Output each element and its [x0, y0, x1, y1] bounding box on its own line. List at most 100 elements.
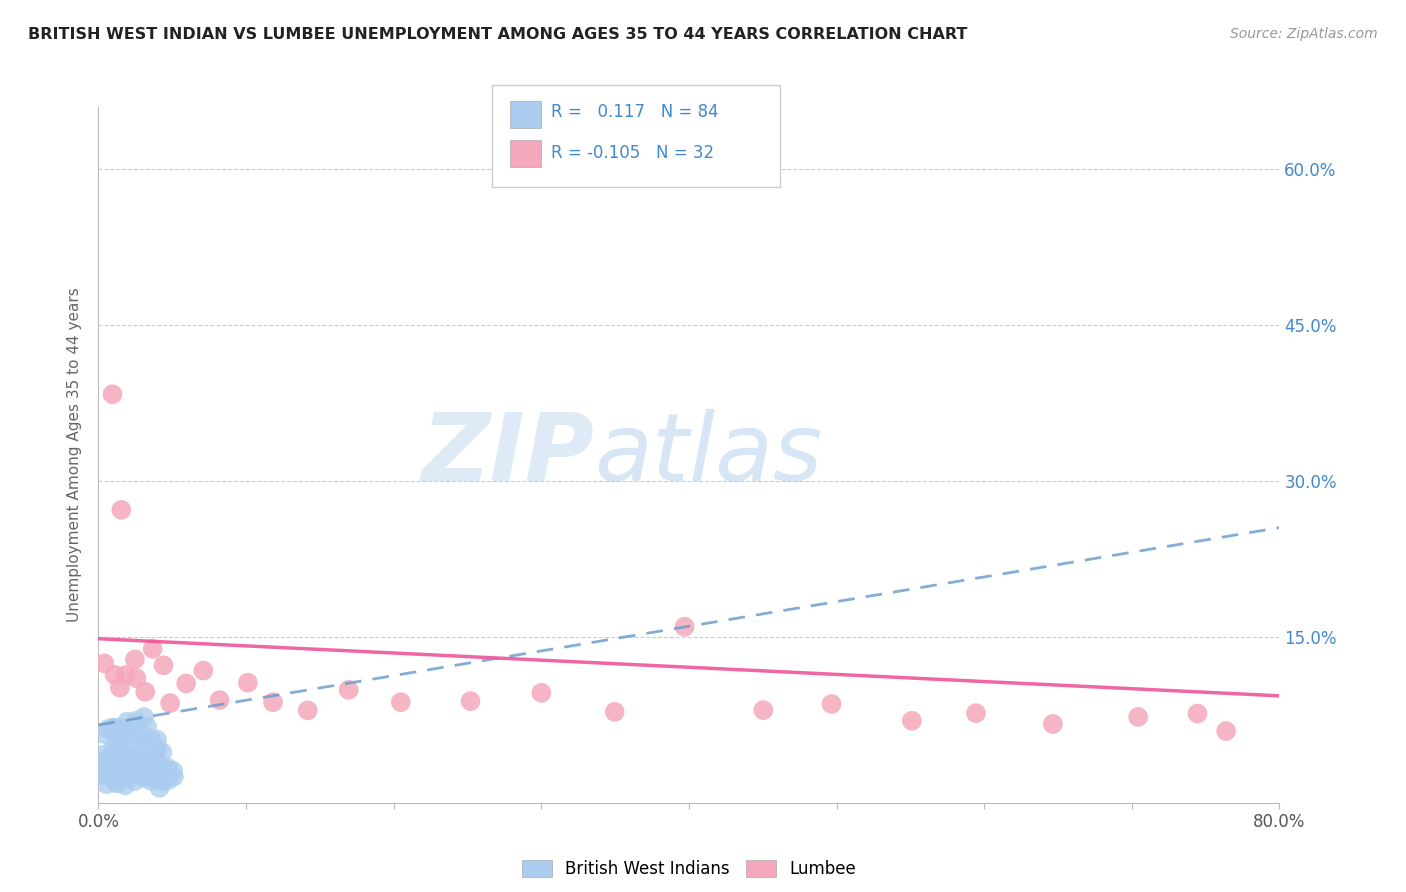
Point [104, 721, 127, 735]
Point [146, 732, 169, 747]
Point [96, 752, 118, 766]
Point [103, 765, 125, 780]
Point [104, 754, 127, 768]
Text: BRITISH WEST INDIAN VS LUMBEE UNEMPLOYMENT AMONG AGES 35 TO 44 YEARS CORRELATION: BRITISH WEST INDIAN VS LUMBEE UNEMPLOYME… [28, 27, 967, 42]
Point [901, 714, 924, 728]
Point [134, 685, 156, 699]
Point [104, 758, 127, 772]
Point [152, 658, 174, 673]
Point [673, 620, 696, 634]
Point [138, 770, 160, 784]
Point [152, 745, 174, 759]
Point [115, 714, 138, 729]
Point [117, 726, 139, 740]
Point [124, 765, 146, 780]
Point [965, 706, 987, 720]
Point [132, 764, 155, 779]
Point [120, 758, 142, 772]
Text: Source: ZipAtlas.com: Source: ZipAtlas.com [1230, 27, 1378, 41]
Point [101, 387, 124, 401]
Point [121, 748, 143, 763]
Point [152, 774, 174, 789]
Legend: British West Indians, Lumbee: British West Indians, Lumbee [522, 860, 856, 878]
Point [97, 763, 120, 777]
Point [93, 657, 115, 671]
Text: atlas: atlas [595, 409, 823, 500]
Point [114, 668, 136, 682]
Point [91, 768, 114, 782]
Point [105, 775, 128, 789]
Point [125, 671, 148, 685]
Point [105, 760, 128, 774]
Point [603, 705, 626, 719]
Point [236, 675, 259, 690]
Point [103, 739, 125, 754]
Point [138, 762, 160, 776]
Point [460, 694, 482, 708]
Point [111, 728, 134, 742]
Point [131, 770, 153, 784]
Point [136, 764, 159, 779]
Point [97, 722, 120, 736]
Point [129, 726, 152, 740]
Point [120, 723, 142, 738]
Point [101, 763, 124, 777]
Point [155, 766, 177, 780]
Point [145, 747, 167, 762]
Point [150, 774, 173, 789]
Point [159, 696, 181, 710]
Point [132, 765, 155, 780]
Point [101, 721, 124, 735]
Point [128, 764, 150, 779]
Point [108, 769, 131, 783]
Text: R =   0.117   N = 84: R = 0.117 N = 84 [551, 103, 718, 121]
Point [129, 759, 152, 773]
Point [152, 762, 174, 776]
Point [136, 720, 159, 734]
Point [114, 727, 136, 741]
Point [124, 652, 146, 666]
Point [262, 695, 284, 709]
Point [110, 754, 132, 768]
Point [143, 751, 166, 765]
Point [124, 749, 146, 764]
Point [389, 695, 412, 709]
Point [105, 776, 128, 790]
Point [110, 721, 132, 735]
Point [148, 780, 170, 795]
Point [96, 777, 118, 791]
Point [530, 686, 553, 700]
Point [142, 641, 165, 656]
Point [163, 770, 186, 784]
Point [114, 725, 136, 739]
Point [135, 737, 157, 751]
Point [337, 682, 360, 697]
Point [139, 732, 162, 747]
Point [108, 681, 131, 695]
Point [146, 741, 169, 756]
Point [124, 731, 146, 745]
Point [143, 770, 166, 784]
Point [1126, 710, 1149, 724]
Point [104, 668, 127, 682]
Point [174, 676, 197, 690]
Point [1042, 717, 1064, 731]
Point [107, 740, 129, 755]
Text: ZIP: ZIP [422, 409, 595, 501]
Point [142, 753, 165, 767]
Point [125, 714, 148, 728]
Point [120, 738, 142, 752]
Point [153, 762, 176, 776]
Point [139, 773, 162, 788]
Point [820, 697, 842, 711]
Point [93, 747, 115, 762]
Point [114, 761, 136, 775]
Point [134, 710, 156, 724]
Y-axis label: Unemployment Among Ages 35 to 44 years: Unemployment Among Ages 35 to 44 years [67, 287, 83, 623]
Point [124, 774, 146, 789]
Point [117, 750, 139, 764]
Point [107, 738, 129, 752]
Point [297, 703, 319, 717]
Point [142, 754, 165, 768]
Point [121, 753, 143, 767]
